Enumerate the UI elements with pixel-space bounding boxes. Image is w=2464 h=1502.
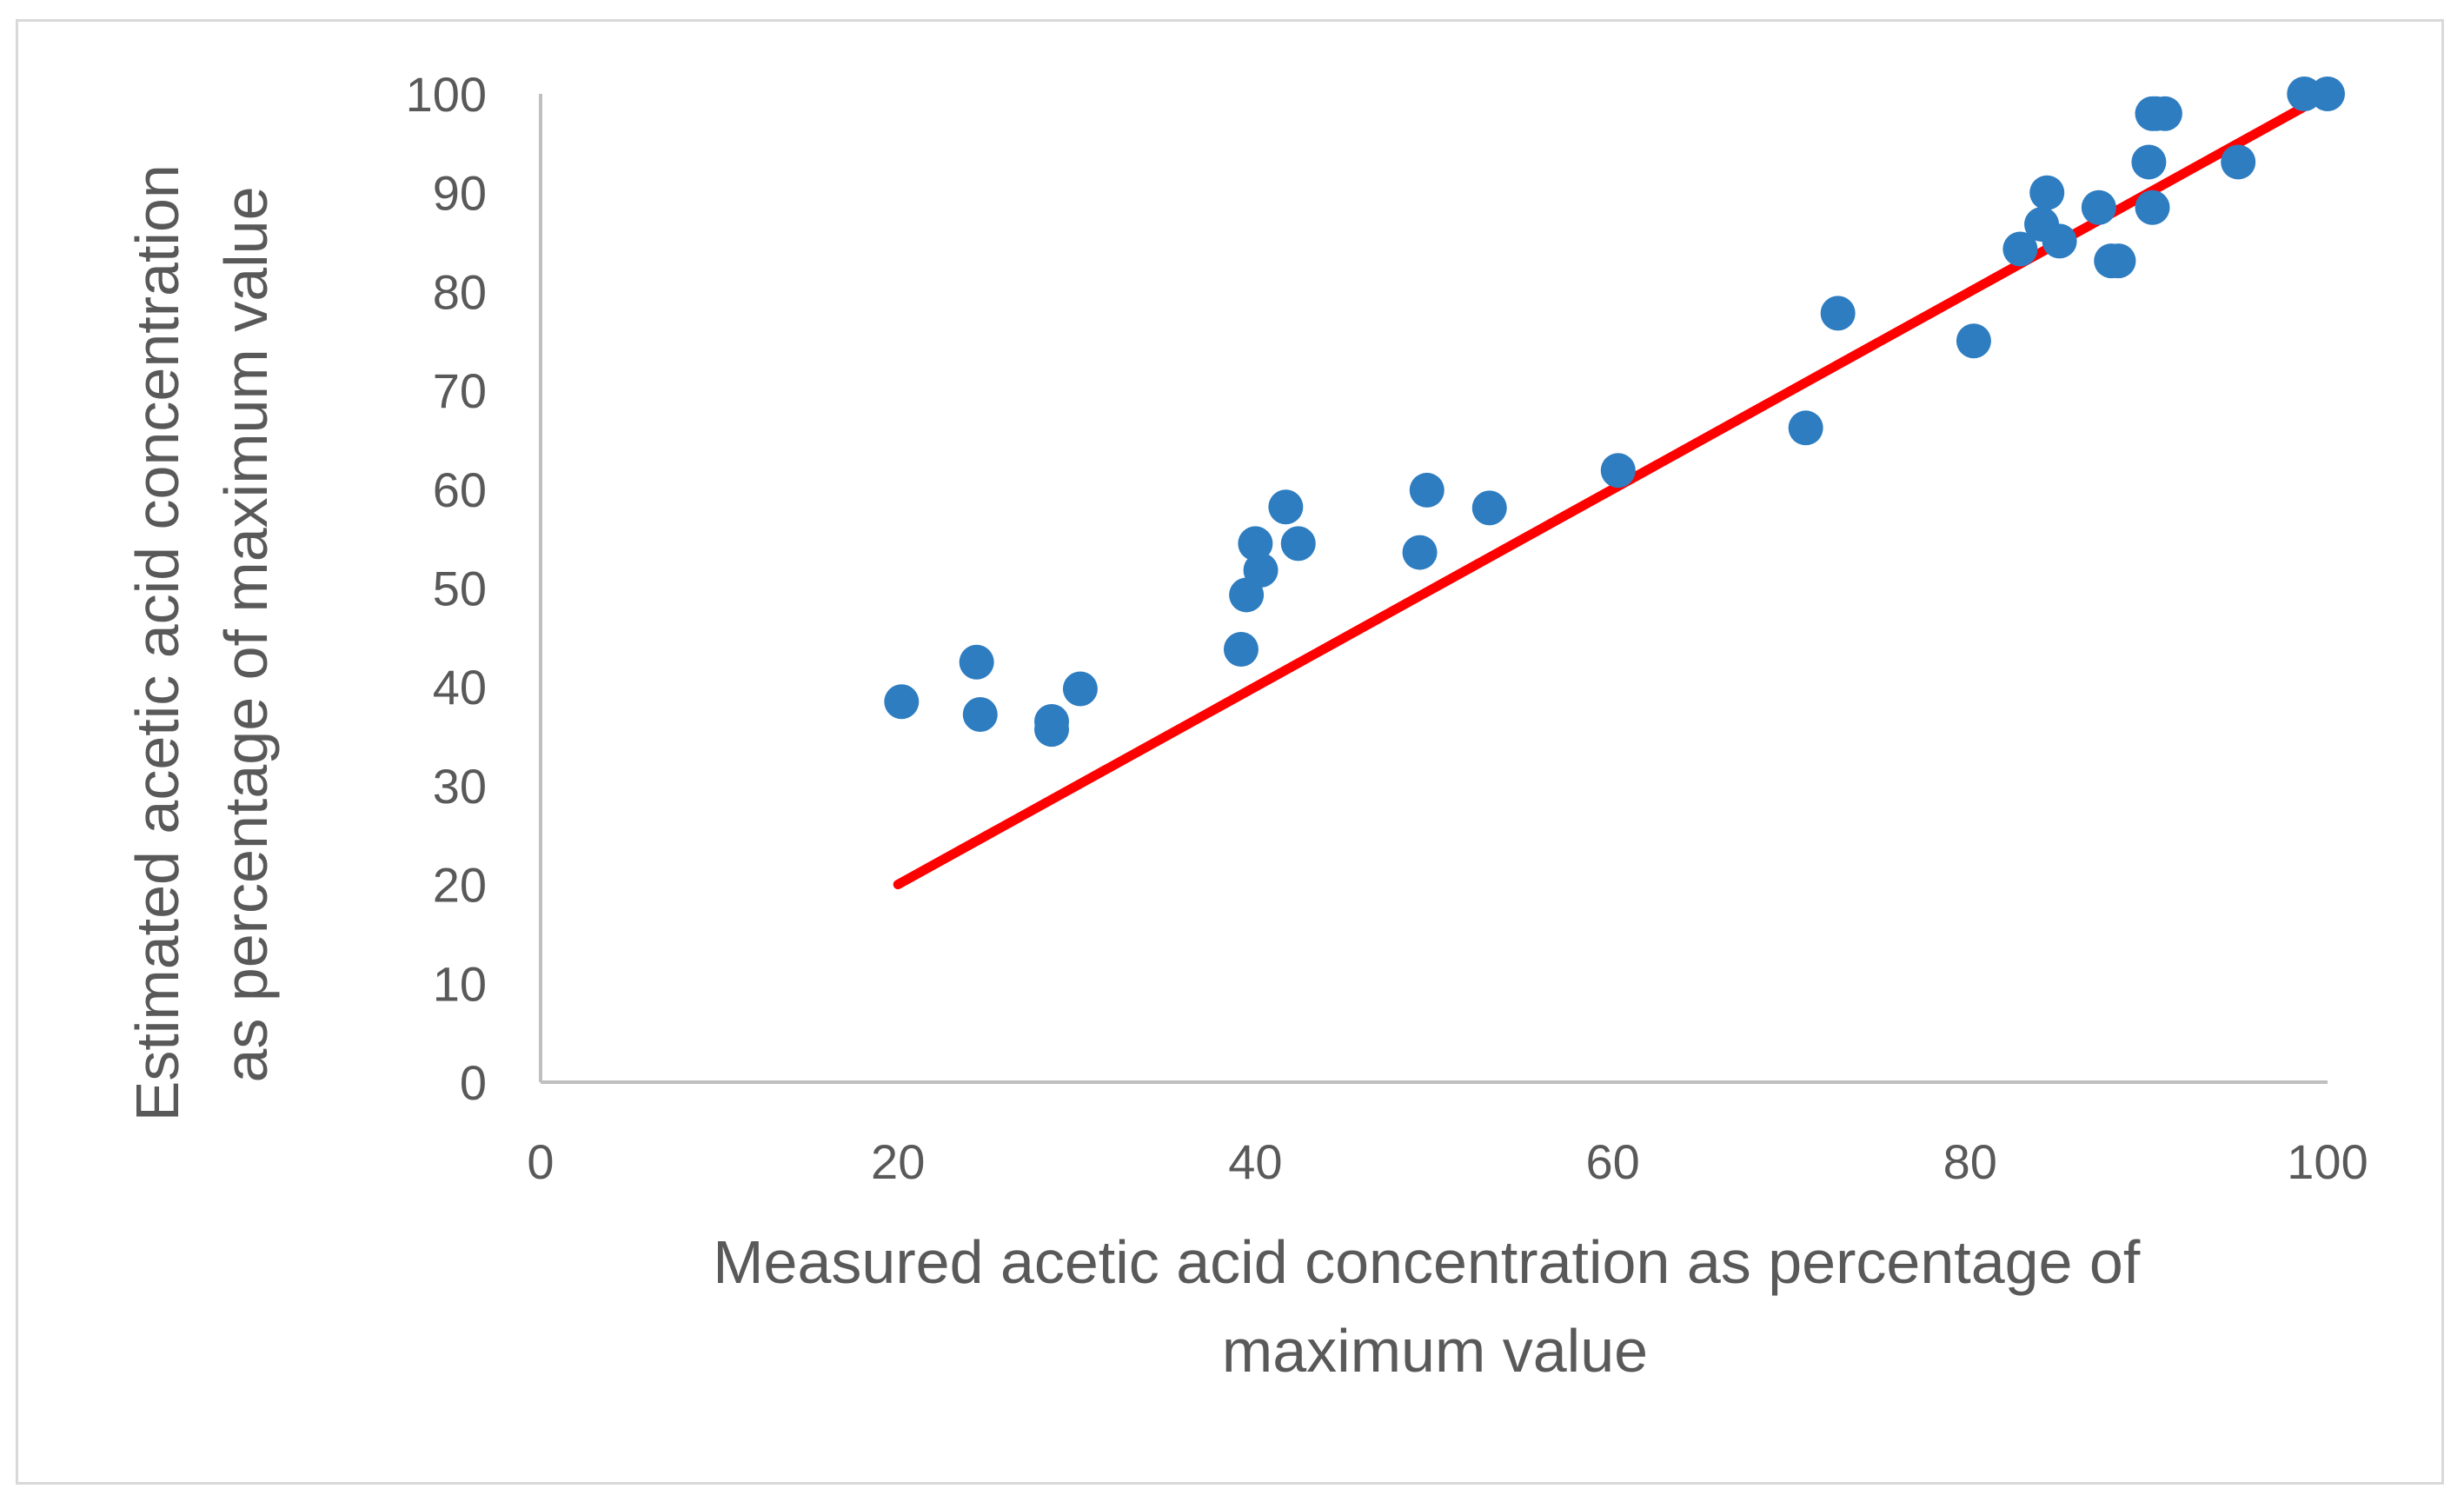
data-point: [2147, 96, 2182, 131]
y-tick-label: 40: [433, 660, 487, 714]
x-tick-label: 20: [871, 1134, 925, 1189]
data-point: [2310, 76, 2345, 111]
data-point: [2081, 189, 2116, 225]
data-point: [1788, 410, 1823, 446]
data-point: [1600, 453, 1636, 488]
y-tick-label: 10: [433, 956, 487, 1011]
data-point: [1062, 671, 1098, 707]
data-point: [884, 684, 920, 720]
data-point: [1402, 535, 1438, 570]
y-axis-title-line-1: Estimated acetic acid concentration: [123, 164, 191, 1121]
y-tick-label: 90: [433, 166, 487, 221]
y-tick-label: 80: [433, 264, 487, 319]
y-tick-label: 70: [433, 363, 487, 418]
x-tick-label: 60: [1585, 1134, 1639, 1189]
data-point: [1956, 323, 1991, 359]
x-axis-title-line-1: Measured acetic acid concentration as pe…: [713, 1228, 2141, 1296]
data-point: [1034, 712, 1070, 748]
y-tick-label: 100: [406, 67, 487, 122]
x-tick-label: 80: [1943, 1134, 1997, 1189]
y-tick-label: 60: [433, 462, 487, 517]
data-point: [1268, 489, 1304, 525]
data-point: [1820, 296, 1856, 331]
y-axis-title: Estimated acetic acid concentration as p…: [123, 148, 280, 1122]
data-point: [962, 697, 998, 733]
x-tick-label: 40: [1228, 1134, 1282, 1189]
data-point: [2221, 144, 2256, 180]
data-point: [2042, 223, 2077, 259]
data-point: [1238, 526, 1273, 562]
data-point: [2135, 189, 2170, 225]
data-point: [2029, 175, 2065, 210]
y-axis-title-line-2: as percentage of maximum value: [212, 186, 280, 1082]
fit-line: [893, 89, 2333, 890]
y-tick-labels: 0 10 20 30 40 50 60 70 80 90 100: [406, 67, 487, 1110]
data-points: [884, 76, 2345, 748]
y-tick-label: 50: [433, 562, 487, 616]
x-axis-title: Measured acetic acid concentration as pe…: [713, 1228, 2157, 1385]
x-tick-labels: 0 20 40 60 80 100: [527, 1134, 2368, 1189]
data-point: [2101, 243, 2136, 279]
x-axis-title-line-2: maximum value: [1222, 1317, 1648, 1385]
chart-frame: [16, 19, 2444, 1485]
x-tick-label: 0: [527, 1134, 554, 1189]
x-tick-label: 100: [2287, 1134, 2368, 1189]
y-tick-label: 30: [433, 759, 487, 814]
data-point: [1409, 472, 1445, 508]
data-point: [1243, 553, 1278, 588]
data-point: [1471, 490, 1507, 526]
y-tick-label: 0: [460, 1055, 487, 1110]
data-point: [1223, 631, 1259, 667]
data-point: [2002, 231, 2038, 267]
data-point: [959, 644, 994, 680]
y-tick-label: 20: [433, 858, 487, 913]
data-point: [2131, 144, 2167, 180]
fit-line-group: [893, 89, 2333, 890]
data-point: [1280, 526, 1316, 562]
axes: [539, 94, 2328, 1084]
